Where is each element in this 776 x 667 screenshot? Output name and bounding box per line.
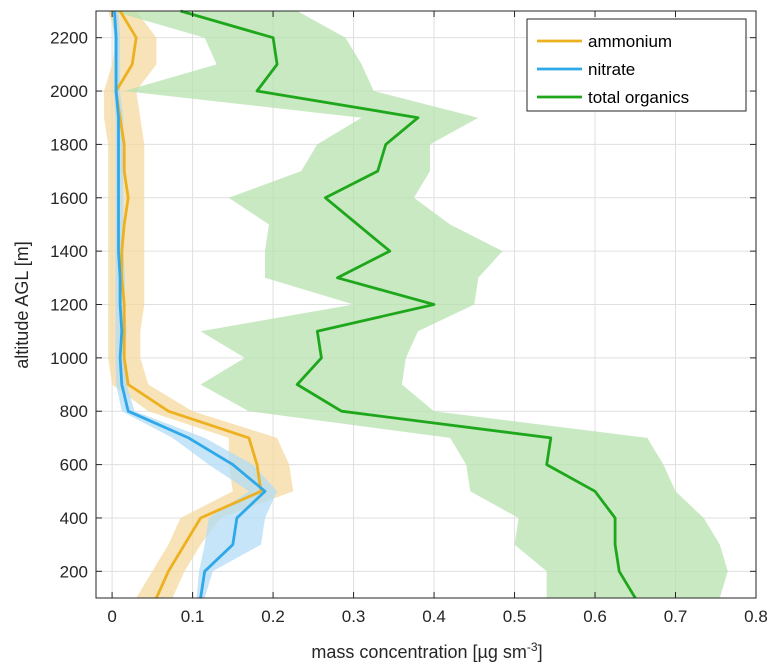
y-tick-label: 2200 <box>50 29 88 48</box>
series-lines <box>113 9 637 599</box>
y-tick-label: 1600 <box>50 189 88 208</box>
band-total-organics <box>112 11 728 598</box>
x-tick-label: 0.4 <box>422 607 446 626</box>
confidence-bands <box>104 11 728 598</box>
x-tick-label: 0.7 <box>664 607 688 626</box>
y-axis-label: altitude AGL [m] <box>12 241 32 368</box>
x-tick-label: 0 <box>107 607 116 626</box>
x-axis-label: mass concentration [µg sm-3] <box>311 640 542 662</box>
y-tick-label: 800 <box>60 402 88 421</box>
x-tick-label: 0.1 <box>181 607 205 626</box>
line-nitrate <box>113 10 267 599</box>
legend-label: nitrate <box>588 60 635 79</box>
line-total-organics <box>180 9 637 599</box>
axes <box>95 10 757 599</box>
legend-label: ammonium <box>588 32 672 51</box>
x-tick-label: 0.8 <box>744 607 768 626</box>
legend-label: total organics <box>588 88 689 107</box>
x-tick-label: 0.2 <box>261 607 285 626</box>
band-nitrate <box>112 11 278 598</box>
y-tick-label: 200 <box>60 562 88 581</box>
x-tick-labels: 0 0.1 0.2 0.3 0.4 0.5 0.6 0.7 0.8 <box>107 607 767 626</box>
x-tick-label: 0.3 <box>342 607 366 626</box>
band-ammonium <box>104 11 294 598</box>
y-tick-label: 600 <box>60 456 88 475</box>
y-tick-label: 1400 <box>50 242 88 261</box>
x-tick-label: 0.6 <box>583 607 607 626</box>
y-tick-label: 2000 <box>50 82 88 101</box>
y-tick-labels: 200 400 600 800 1000 1200 1400 1600 1800 2000 2200 <box>50 29 88 582</box>
y-tick-label: 1800 <box>50 135 88 154</box>
y-tick-label: 1200 <box>50 296 88 315</box>
x-tick-label: 0.5 <box>503 607 527 626</box>
y-tick-label: 400 <box>60 509 88 528</box>
y-tick-label: 1000 <box>50 349 88 368</box>
legend: ammonium nitrate total organics <box>526 18 747 112</box>
